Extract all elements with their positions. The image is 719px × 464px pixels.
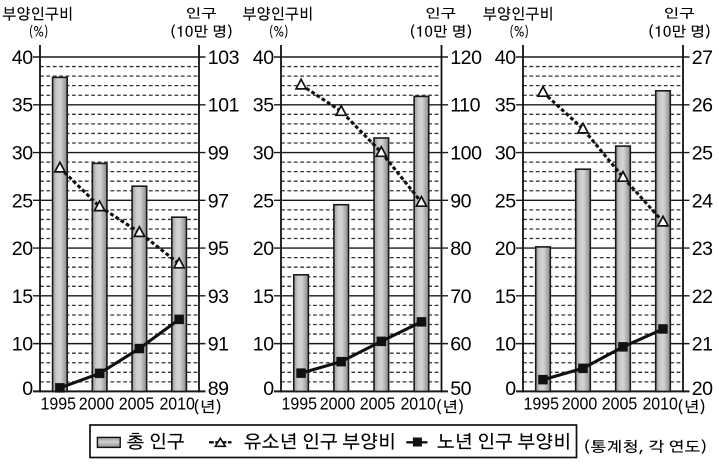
svg-text:100: 100	[450, 142, 482, 164]
svg-text:2000: 2000	[320, 393, 356, 413]
svg-text:99: 99	[208, 142, 229, 164]
svg-text:21: 21	[692, 334, 713, 356]
svg-text:120: 120	[450, 47, 482, 69]
svg-text:15: 15	[495, 286, 516, 308]
svg-text:95: 95	[208, 238, 229, 260]
svg-text:30: 30	[495, 142, 516, 164]
svg-text:26: 26	[692, 95, 713, 117]
svg-text:0: 0	[505, 378, 516, 400]
svg-text:40: 40	[12, 47, 33, 69]
svg-text:35: 35	[12, 95, 33, 117]
svg-text:91: 91	[208, 334, 229, 356]
svg-text:35: 35	[253, 95, 274, 117]
svg-text:2010: 2010	[642, 393, 678, 413]
svg-text:60: 60	[450, 334, 471, 356]
svg-text:25: 25	[12, 190, 33, 212]
svg-text:80: 80	[450, 238, 471, 260]
svg-text:89: 89	[208, 378, 229, 400]
svg-text:20: 20	[495, 238, 516, 260]
svg-text:15: 15	[253, 286, 274, 308]
svg-text:2000: 2000	[79, 393, 115, 413]
svg-text:1995: 1995	[524, 393, 560, 413]
svg-text:20: 20	[12, 238, 33, 260]
svg-text:23: 23	[692, 238, 713, 260]
svg-text:15: 15	[12, 286, 33, 308]
svg-text:25: 25	[495, 190, 516, 212]
svg-text:0: 0	[22, 378, 33, 400]
svg-text:24: 24	[692, 190, 713, 212]
svg-text:1995: 1995	[282, 393, 318, 413]
svg-text:2010: 2010	[159, 393, 195, 413]
svg-text:10: 10	[495, 334, 516, 356]
svg-text:50: 50	[450, 378, 471, 400]
svg-text:25: 25	[692, 142, 713, 164]
svg-text:20: 20	[692, 378, 713, 400]
svg-text:10: 10	[253, 334, 274, 356]
svg-text:40: 40	[253, 47, 274, 69]
svg-text:0: 0	[263, 378, 274, 400]
svg-text:90: 90	[450, 190, 471, 212]
svg-text:2005: 2005	[119, 393, 155, 413]
svg-text:101: 101	[208, 95, 239, 117]
svg-text:40: 40	[495, 47, 516, 69]
svg-text:35: 35	[495, 95, 516, 117]
svg-text:97: 97	[208, 190, 229, 212]
svg-text:22: 22	[692, 286, 713, 308]
svg-text:70: 70	[450, 286, 471, 308]
svg-text:2005: 2005	[602, 393, 638, 413]
svg-text:2010: 2010	[400, 393, 436, 413]
svg-text:27: 27	[692, 47, 713, 69]
svg-text:10: 10	[12, 334, 33, 356]
svg-text:30: 30	[253, 142, 274, 164]
svg-text:103: 103	[208, 47, 240, 69]
svg-text:1995: 1995	[41, 393, 77, 413]
svg-text:20: 20	[253, 238, 274, 260]
svg-text:2005: 2005	[360, 393, 396, 413]
svg-text:93: 93	[208, 286, 229, 308]
svg-text:25: 25	[253, 190, 274, 212]
svg-text:2000: 2000	[562, 393, 598, 413]
svg-text:30: 30	[12, 142, 33, 164]
svg-text:110: 110	[450, 95, 480, 117]
